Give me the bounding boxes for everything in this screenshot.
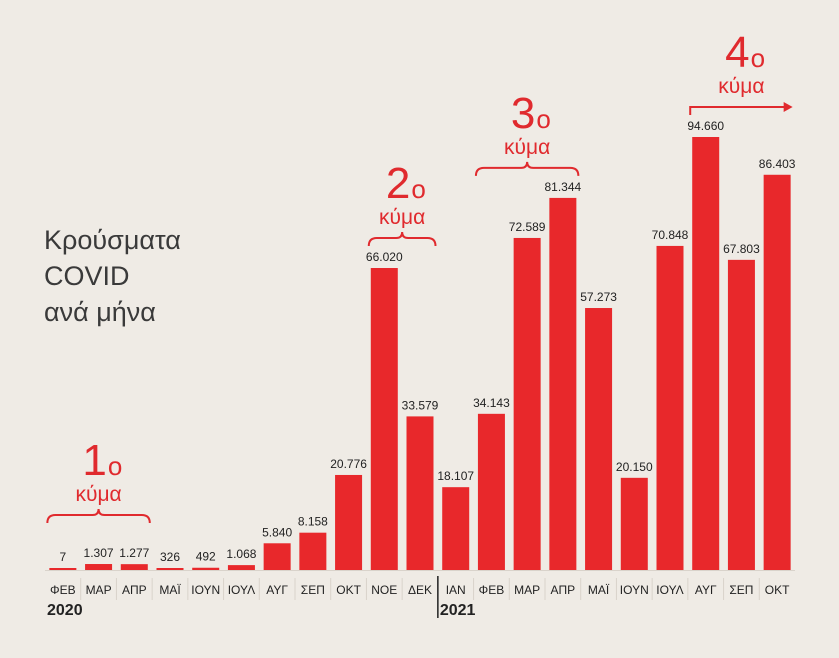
value-label-7: 8.158: [298, 515, 328, 529]
wave-number-2: 2: [386, 159, 410, 208]
value-label-8: 20.776: [330, 457, 367, 471]
bar-18: [692, 137, 720, 570]
category-label-13: ΜΑΡ: [514, 583, 540, 597]
bar-1: [85, 564, 113, 570]
wave-bracket-4: [689, 106, 785, 115]
year-label-1: 2021: [440, 602, 476, 619]
wave-bracket-2: [367, 231, 437, 247]
category-label-17: ΙΟΥΛ: [656, 583, 683, 597]
category-label-9: ΝΟΕ: [371, 583, 397, 597]
wave-word-4: κύμα: [718, 75, 764, 98]
category-label-18: ΑΥΓ: [695, 583, 717, 597]
category-label-8: ΟΚΤ: [336, 583, 361, 597]
category-label-7: ΣΕΠ: [301, 583, 325, 597]
value-label-12: 34.143: [473, 396, 510, 410]
category-label-15: ΜΑΪ: [588, 583, 610, 597]
chart-title-line-2: COVID: [44, 261, 130, 291]
bar-20: [763, 174, 791, 570]
category-label-1: ΜΑΡ: [86, 583, 112, 597]
value-label-15: 57.273: [580, 290, 617, 304]
bar-15: [585, 308, 613, 570]
wave-number-1: 1: [82, 436, 106, 485]
wave-number-suffix-3: ο: [536, 104, 550, 134]
bar-7: [299, 532, 327, 570]
category-label-20: ΟΚΤ: [765, 583, 790, 597]
wave-number-suffix-4: ο: [751, 43, 765, 73]
category-label-11: ΙΑΝ: [446, 583, 466, 597]
bar-13: [513, 237, 541, 570]
category-label-19: ΣΕΠ: [729, 583, 753, 597]
wave-bracket-1: [46, 508, 151, 524]
value-label-14: 81.344: [545, 180, 582, 194]
value-label-17: 70.848: [652, 228, 689, 242]
wave-number-3: 3: [511, 89, 535, 138]
category-label-2: ΑΠΡ: [122, 583, 147, 597]
bar-11: [442, 487, 470, 570]
chart-title-line-1: Κρούσματα: [44, 225, 181, 255]
bar-2: [120, 564, 148, 570]
category-label-14: ΑΠΡ: [551, 583, 576, 597]
bar-9: [370, 268, 398, 570]
wave-bracket-3: [474, 161, 580, 176]
value-label-18: 94.660: [687, 119, 724, 133]
category-label-16: ΙΟΥΝ: [620, 583, 649, 597]
value-label-16: 20.150: [616, 460, 653, 474]
value-label-6: 5.840: [262, 525, 292, 539]
bar-0: [49, 568, 77, 570]
category-label-12: ΦΕΒ: [479, 583, 505, 597]
value-label-11: 18.107: [437, 469, 474, 483]
wave-word-1: κύμα: [75, 483, 121, 506]
value-label-1: 1.307: [84, 546, 114, 560]
value-label-2: 1.277: [119, 546, 149, 560]
chart-title: Κρούσματα COVID ανά μήνα: [44, 222, 181, 330]
wave-word-3: κύμα: [504, 136, 550, 159]
bar-10: [406, 416, 434, 570]
bar-17: [656, 245, 684, 570]
value-label-19: 67.803: [723, 242, 760, 256]
chart-title-line-3: ανά μήνα: [44, 297, 156, 327]
value-label-0: 7: [60, 550, 67, 564]
bar-4: [192, 567, 220, 570]
wave-number-suffix-2: ο: [411, 174, 425, 204]
category-label-3: ΜΑΪ: [159, 583, 181, 597]
bar-14: [549, 197, 577, 570]
category-label-5: ΙΟΥΛ: [228, 583, 255, 597]
value-label-20: 86.403: [759, 157, 796, 171]
category-label-6: ΑΥΓ: [266, 583, 288, 597]
bar-12: [477, 413, 505, 570]
year-label-0: 2020: [47, 602, 83, 619]
bar-8: [335, 474, 363, 570]
wave-number-4: 4: [725, 28, 749, 77]
value-label-13: 72.589: [509, 220, 546, 234]
value-label-10: 33.579: [402, 398, 439, 412]
category-label-10: ΔΕΚ: [408, 583, 432, 597]
value-label-9: 66.020: [366, 250, 403, 264]
bar-6: [263, 543, 291, 570]
wave-arrow-4: [783, 102, 793, 112]
bar-16: [620, 477, 648, 570]
category-label-0: ΦΕΒ: [50, 583, 76, 597]
bar-19: [727, 259, 755, 570]
value-label-5: 1.068: [226, 547, 256, 561]
category-label-4: ΙΟΥΝ: [191, 583, 220, 597]
wave-word-2: κύμα: [379, 206, 425, 229]
bar-5: [227, 565, 255, 570]
value-label-4: 492: [196, 550, 216, 564]
wave-number-suffix-1: ο: [108, 451, 122, 481]
value-label-3: 326: [160, 550, 180, 564]
bar-3: [156, 568, 184, 570]
